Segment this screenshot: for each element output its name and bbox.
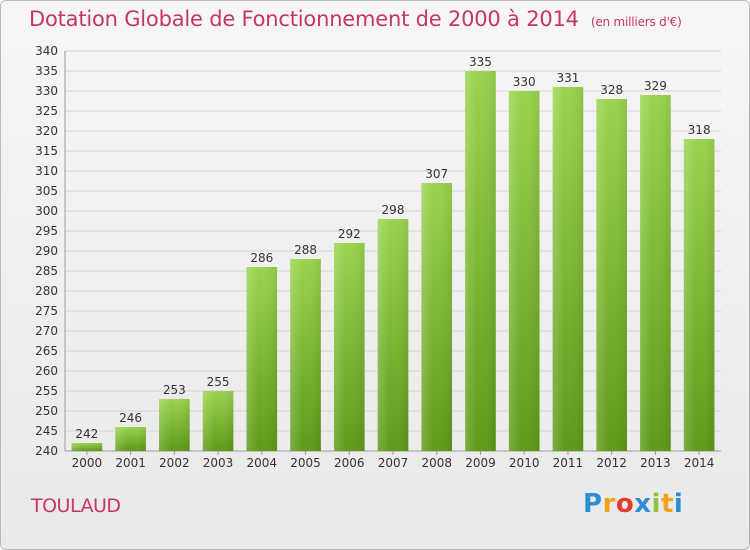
- y-tick-label: 290: [35, 244, 58, 258]
- y-tick-label: 270: [35, 324, 58, 338]
- bar-shading: [465, 71, 496, 451]
- x-tick-label: 2002: [159, 456, 190, 470]
- y-tick-label: 310: [35, 164, 58, 178]
- x-tick-label: 2007: [378, 456, 409, 470]
- y-tick-label: 315: [35, 144, 58, 158]
- data-label: 318: [688, 123, 711, 137]
- bar-shading: [552, 87, 584, 451]
- logo-letter: P: [583, 489, 603, 519]
- x-tick-label: 2008: [421, 456, 452, 470]
- bar-shading: [71, 443, 103, 451]
- y-tick-label: 245: [35, 424, 58, 438]
- data-label: 292: [338, 227, 361, 241]
- data-label: 298: [382, 203, 405, 217]
- x-tick-label: 2004: [247, 456, 278, 470]
- chart-title-text: Dotation Globale de Fonctionnement de 20…: [29, 7, 579, 31]
- y-tick-label: 300: [35, 204, 58, 218]
- logo-letter: o: [615, 489, 635, 519]
- data-label: 246: [119, 411, 142, 425]
- x-tick-label: 2014: [684, 456, 715, 470]
- x-tick-label: 2001: [115, 456, 146, 470]
- y-tick-label: 280: [35, 284, 58, 298]
- chart-title: Dotation Globale de Fonctionnement de 20…: [29, 7, 682, 31]
- logo-letter: t: [660, 489, 674, 519]
- y-tick-label: 305: [35, 184, 58, 198]
- logo-letter: i: [673, 489, 684, 519]
- data-label: 288: [294, 243, 317, 257]
- data-label: 331: [556, 71, 579, 85]
- y-tick-label: 265: [35, 344, 58, 358]
- data-label: 335: [469, 55, 492, 69]
- bar-shading: [333, 243, 365, 451]
- y-tick-label: 325: [35, 104, 58, 118]
- logo-letter: r: [602, 489, 616, 519]
- bar-shading: [115, 427, 146, 451]
- bar-shading: [421, 183, 453, 451]
- bar-shading: [683, 139, 715, 451]
- data-label: 242: [75, 427, 98, 441]
- x-tick-label: 2006: [334, 456, 365, 470]
- x-tick-label: 2009: [465, 456, 496, 470]
- y-tick-label: 285: [35, 264, 58, 278]
- y-tick-label: 240: [35, 444, 58, 458]
- x-tick-label: 2011: [553, 456, 584, 470]
- bar-shading: [377, 219, 409, 451]
- chart-unit-note: (en milliers d'€): [590, 15, 682, 29]
- data-label: 286: [250, 251, 273, 265]
- x-tick-label: 2000: [72, 456, 103, 470]
- x-tick-label: 2012: [596, 456, 627, 470]
- bar-shading: [640, 95, 671, 451]
- data-label: 307: [425, 167, 448, 181]
- data-label: 328: [600, 83, 623, 97]
- x-tick-label: 2005: [290, 456, 321, 470]
- data-label: 329: [644, 79, 667, 93]
- y-tick-label: 335: [35, 64, 58, 78]
- bar-shading: [246, 267, 278, 451]
- bar-shading: [202, 391, 234, 451]
- commune-name: TOULAUD: [31, 495, 121, 517]
- y-tick-label: 330: [35, 84, 58, 98]
- data-label: 253: [163, 383, 186, 397]
- bar-shading: [290, 259, 321, 451]
- logo-letter: i: [651, 489, 661, 519]
- logo-letter: x: [634, 489, 652, 519]
- bar-shading: [508, 91, 540, 451]
- y-tick-label: 260: [35, 364, 58, 378]
- y-tick-label: 255: [35, 384, 58, 398]
- y-tick-label: 295: [35, 224, 58, 238]
- bar-chart: 240 245 250 255 260 265 270 275 280 285 290 295 300 3…: [35, 44, 721, 470]
- proxiti-logo: Proxiti: [583, 489, 683, 519]
- data-label: 255: [207, 375, 230, 389]
- data-label: 330: [513, 75, 536, 89]
- x-tick-label: 2013: [640, 456, 671, 470]
- y-tick-label: 340: [35, 44, 58, 58]
- y-tick-label: 320: [35, 124, 58, 138]
- y-tick-label: 250: [35, 404, 58, 418]
- y-tick-label: 275: [35, 304, 58, 318]
- bar-shading: [159, 399, 190, 451]
- x-tick-label: 2010: [509, 456, 540, 470]
- bar-shading: [596, 99, 627, 451]
- x-tick-label: 2003: [203, 456, 234, 470]
